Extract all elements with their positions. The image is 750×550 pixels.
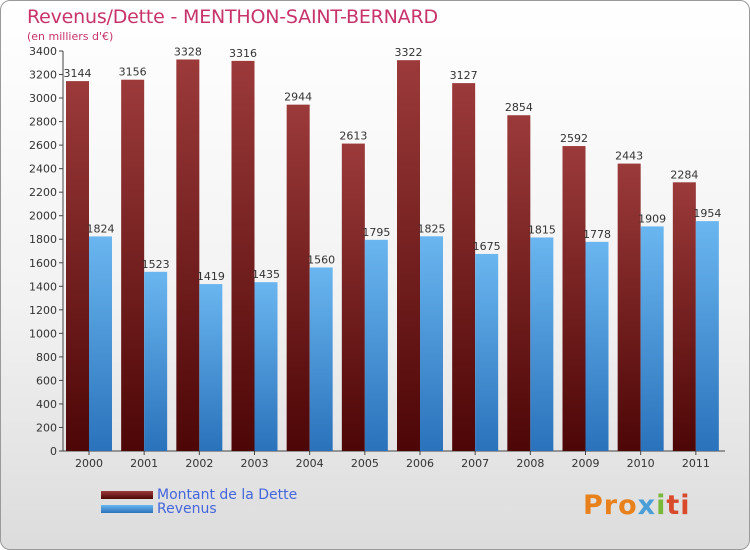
y-tick-label: 1200 xyxy=(29,304,57,317)
x-tick-label: 2005 xyxy=(351,457,379,470)
bar-revenus xyxy=(199,284,223,451)
x-tick-label: 2004 xyxy=(296,457,324,470)
y-tick-label: 0 xyxy=(50,445,57,458)
y-tick-label: 400 xyxy=(36,398,57,411)
chart-title: Revenus/Dette - MENTHON-SAINT-BERNARD xyxy=(27,6,438,28)
bar-revenus xyxy=(364,239,388,451)
legend-swatch-dette xyxy=(101,491,153,499)
data-label-revenus: 1825 xyxy=(418,222,446,235)
x-tick-label: 2007 xyxy=(461,457,489,470)
y-tick-label: 800 xyxy=(36,351,57,364)
legend-item-dette: Montant de la Dette xyxy=(101,487,298,503)
data-label-dette: 3322 xyxy=(395,46,423,59)
bar-dette xyxy=(341,143,365,451)
y-tick-label: 1800 xyxy=(29,233,57,246)
data-label-dette: 2284 xyxy=(670,168,698,181)
y-tick-label: 3000 xyxy=(29,92,57,105)
data-label-dette: 3127 xyxy=(450,69,478,82)
bar-dette xyxy=(121,79,145,452)
bar-revenus xyxy=(420,236,443,451)
legend-label-dette: Montant de la Dette xyxy=(157,487,298,503)
data-label-revenus: 1419 xyxy=(197,270,225,283)
x-tick-label: 2003 xyxy=(241,457,269,470)
bar-dette xyxy=(176,59,200,452)
bar-dette xyxy=(397,60,420,451)
proxiti-logo: Proxiti xyxy=(583,490,691,521)
data-label-revenus: 1815 xyxy=(528,223,556,236)
y-tick-label: 2800 xyxy=(29,116,57,129)
data-label-revenus: 1435 xyxy=(252,268,280,281)
y-tick-label: 200 xyxy=(36,421,57,434)
y-tick-label: 600 xyxy=(36,374,57,387)
x-tick-label: 2000 xyxy=(75,457,103,470)
data-label-dette: 2592 xyxy=(560,132,588,145)
data-label-revenus: 1954 xyxy=(693,207,721,220)
data-label-dette: 2443 xyxy=(615,150,643,163)
y-tick-label: 2000 xyxy=(29,210,57,223)
bar-revenus xyxy=(640,226,664,451)
data-label-revenus: 1778 xyxy=(583,228,611,241)
x-tick-label: 2008 xyxy=(516,457,544,470)
bar-dette xyxy=(507,115,531,451)
bar-revenus xyxy=(475,253,499,451)
data-label-dette: 2613 xyxy=(339,130,367,143)
x-tick-label: 2002 xyxy=(185,457,213,470)
data-label-revenus: 1909 xyxy=(638,212,666,225)
data-label-dette: 3144 xyxy=(64,67,92,80)
bar-revenus xyxy=(530,237,554,451)
data-label-revenus: 1824 xyxy=(87,222,115,235)
data-label-revenus: 1795 xyxy=(362,226,390,239)
x-tick-label: 2009 xyxy=(572,457,600,470)
x-tick-label: 2011 xyxy=(682,457,710,470)
y-tick-label: 1400 xyxy=(29,280,57,293)
bar-dette xyxy=(672,182,696,451)
bar-dette xyxy=(231,60,255,451)
bar-revenus xyxy=(144,271,168,451)
bar-dette xyxy=(452,83,476,451)
y-tick-label: 1600 xyxy=(29,257,57,270)
data-label-dette: 2854 xyxy=(505,101,533,114)
y-tick-label: 1000 xyxy=(29,327,57,340)
data-label-dette: 2944 xyxy=(284,91,312,104)
bar-dette xyxy=(562,146,586,451)
legend-item-revenus: Revenus xyxy=(101,501,217,517)
data-label-revenus: 1560 xyxy=(307,253,335,266)
x-tick-label: 2001 xyxy=(130,457,158,470)
legend-swatch-revenus xyxy=(101,505,153,513)
bar-dette xyxy=(286,104,310,451)
bar-revenus xyxy=(254,282,278,451)
data-label-dette: 3316 xyxy=(229,47,257,60)
bar-dette xyxy=(617,163,641,451)
data-label-dette: 3156 xyxy=(119,66,147,79)
bar-revenus xyxy=(585,241,609,451)
legend-label-revenus: Revenus xyxy=(157,501,217,517)
chart-subtitle: (en milliers d'€) xyxy=(27,30,114,43)
data-label-dette: 3328 xyxy=(174,45,202,58)
y-tick-label: 2200 xyxy=(29,186,57,199)
y-tick-label: 3400 xyxy=(29,45,57,58)
data-label-revenus: 1523 xyxy=(142,258,170,271)
y-tick-label: 2400 xyxy=(29,163,57,176)
bar-dette xyxy=(66,81,89,451)
x-tick-label: 2010 xyxy=(627,457,655,470)
data-label-revenus: 1675 xyxy=(473,240,501,253)
x-tick-label: 2006 xyxy=(406,457,434,470)
bar-revenus xyxy=(89,236,112,451)
bar-revenus xyxy=(695,221,719,451)
y-tick-label: 3200 xyxy=(29,69,57,82)
bar-revenus xyxy=(309,267,333,451)
y-tick-label: 2600 xyxy=(29,139,57,152)
